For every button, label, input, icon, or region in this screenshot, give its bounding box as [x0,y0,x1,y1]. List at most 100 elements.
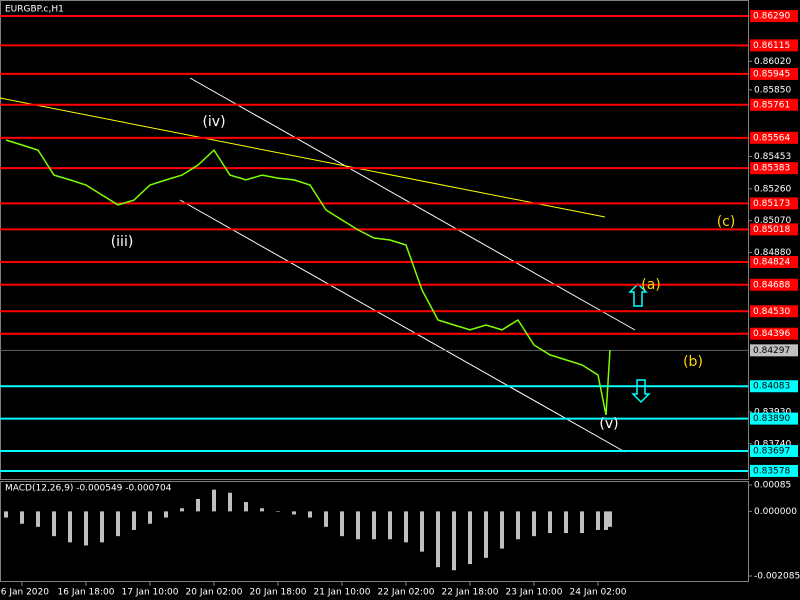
wave-label: (v) [599,416,618,432]
macd-bar [308,511,312,518]
level-box [750,255,798,268]
level-label: 0.85173 [753,199,790,209]
y-tick-label: 0.85070 [754,216,791,226]
macd-y-tick-label: 0.00085 [754,481,791,491]
level-box [750,327,798,340]
macd-bar [604,511,608,530]
level-box [750,278,798,291]
level-box [750,10,798,23]
wave-label: (b) [683,354,703,370]
macd-bar [532,511,536,537]
macd-bar [292,511,296,515]
level-label: 0.84396 [753,329,790,339]
y-tick-label: 0.83740 [754,439,791,449]
macd-bar [404,511,408,543]
level-box [750,412,798,425]
macd-bar [132,511,136,530]
macd-bar [468,511,472,565]
macd-bar [580,511,584,534]
macd-bar [596,511,600,530]
y-tick-label: 0.85260 [754,184,791,194]
x-tick-label: 16 Jan 2020 [0,588,49,598]
x-tick-label: 23 Jan 10:00 [506,588,563,598]
level-label: 0.86115 [753,41,790,51]
macd-bar [260,508,264,512]
level-label: 0.85564 [753,133,790,143]
price-line [5,139,611,416]
macd-bar [484,511,488,558]
y-tick-label: 0.84880 [754,248,791,258]
level-box [750,162,798,175]
level-label: 0.83890 [753,414,790,424]
macd-y-tick-label: -0.002085 [754,572,800,582]
x-tick-label: 24 Jan 02:00 [570,588,627,598]
level-label: 0.85945 [753,69,790,79]
level-label: 0.85018 [753,225,790,235]
y-tick-label: 0.85850 [754,85,791,95]
level-label: 0.84688 [753,280,790,290]
x-tick-label: 21 Jan 10:00 [314,588,371,598]
level-label: 0.84083 [753,382,790,392]
macd-bar [4,511,8,518]
level-box [750,197,798,210]
x-tick-label: 22 Jan 18:00 [442,588,499,598]
macd-bar [516,511,520,540]
x-tick-label: 22 Jan 02:00 [378,588,435,598]
level-label: 0.83578 [753,466,790,476]
level-label: 0.85761 [753,100,790,110]
macd-bar [52,511,56,537]
x-tick-label: 16 Jan 18:00 [58,588,115,598]
level-label: 0.84530 [753,307,790,317]
level-box [750,131,798,144]
macd-bar [20,511,24,524]
macd-bar [212,489,216,512]
level-box [750,305,798,318]
macd-bar [100,511,104,543]
trend-line [0,97,606,218]
x-tick-label: 20 Jan 18:00 [250,588,307,598]
wave-label: (a) [641,277,661,293]
level-box [750,444,798,457]
level-box [750,380,798,393]
macd-bar [36,511,40,527]
y-tick-label: 0.86020 [754,57,791,67]
channel-line [179,199,626,453]
macd-bar [420,511,424,552]
wave-label: (c) [717,214,736,230]
macd-pane [0,481,749,582]
macd-bar [608,511,612,527]
level-label: 0.85383 [753,164,790,174]
level-label: 0.84824 [753,257,790,267]
macd-bar [180,508,184,512]
macd-bar [324,511,328,527]
level-box [750,464,798,477]
macd-bar [148,511,152,524]
level-label: 0.83697 [753,446,790,456]
macd-bar [452,511,456,571]
last-price-label: 0.84297 [753,346,790,356]
level-box [750,67,798,80]
macd-y-tick-label: 0.000000 [754,507,797,517]
macd-bar [372,511,376,540]
up-arrow [628,282,648,307]
macd-bar [196,498,200,512]
macd-bar [228,492,232,512]
macd-bar [388,511,392,540]
macd-bar [356,511,360,540]
down-arrow [631,379,651,404]
macd-label: MACD(12,26,9) -0.000549 -0.000704 [5,484,172,494]
y-tick-label: 0.83930 [754,407,791,417]
macd-bar [68,511,72,543]
macd-bar [436,511,440,568]
wave-label: (iii) [111,234,134,250]
last-price-box [750,344,798,357]
x-tick-label: 20 Jan 02:00 [186,588,243,598]
macd-bar [164,511,168,518]
macd-bar [244,502,248,512]
macd-bar [340,511,344,537]
macd-bar [500,511,504,549]
level-box [750,98,798,111]
level-box [750,223,798,236]
